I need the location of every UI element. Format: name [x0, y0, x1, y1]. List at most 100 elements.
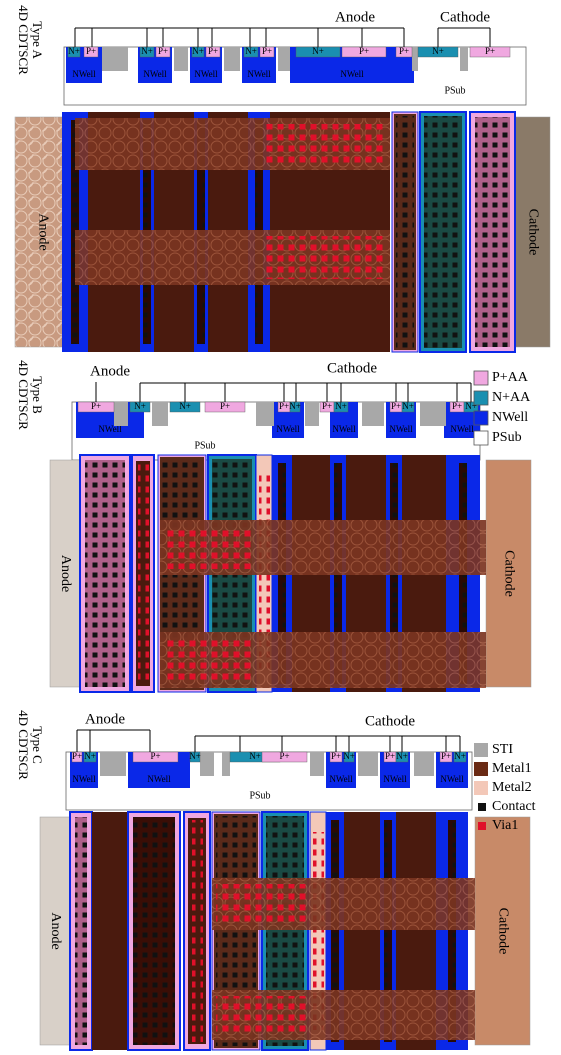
implant-label: P+: [158, 46, 168, 56]
legend-swatch: [474, 743, 488, 757]
via-array: [164, 638, 252, 682]
figure: 4D CDTSCRType APSubNWellNWellNWellNWellN…: [0, 0, 561, 1055]
legend-label: Metal2: [492, 780, 532, 795]
via-array: [262, 124, 386, 164]
legend-label: P+AA: [492, 370, 529, 385]
legend-label: Contact: [492, 799, 536, 814]
contacts: [133, 817, 175, 1045]
implant-label: P+: [72, 751, 82, 761]
nwell-label: NWell: [143, 69, 167, 79]
sti: [460, 47, 468, 71]
panel-title: Type B: [30, 376, 45, 414]
implant-label: P+: [441, 751, 451, 761]
implant-label: N+: [189, 751, 201, 761]
sti: [152, 402, 168, 426]
legend-swatch: [474, 781, 488, 795]
panel-title: 4D CDTSCR: [16, 710, 31, 780]
implant-label: N+: [192, 46, 204, 56]
nwell-label: NWell: [72, 69, 96, 79]
via-array: [216, 884, 306, 924]
sti: [278, 47, 290, 71]
vias: [192, 820, 203, 1042]
cathode-pad-label: Cathode: [525, 209, 540, 256]
implant-label: P+: [262, 46, 272, 56]
panel-title: Type A: [30, 21, 45, 59]
nwell-label: NWell: [389, 424, 413, 434]
implant-label: N+: [141, 46, 153, 56]
legend-swatch: [474, 411, 488, 425]
sti: [174, 47, 188, 71]
nwell-label: NWell: [440, 774, 464, 784]
legend-swatch: [474, 371, 488, 385]
psub-label: PSub: [194, 440, 215, 451]
implant-label: P+: [452, 401, 462, 411]
implant-label: P+: [359, 46, 369, 56]
cathode-label: Cathode: [327, 360, 377, 376]
anode-label: Anode: [85, 711, 125, 727]
psub-label: PSub: [444, 85, 465, 96]
nwell-label: NWell: [194, 69, 218, 79]
implant-label: N+: [245, 46, 257, 56]
implant-label: P+: [399, 46, 409, 56]
anode-pad-label: Anode: [58, 555, 73, 592]
sti: [102, 47, 128, 71]
contacts: [85, 460, 125, 687]
legend-label: NWell: [492, 410, 528, 425]
cathode-pad-label: Cathode: [495, 908, 510, 955]
sti: [224, 47, 240, 71]
via-array: [216, 996, 306, 1034]
cathode-label: Cathode: [365, 713, 415, 729]
via-array: [262, 236, 386, 279]
nwell-label: NWell: [276, 424, 300, 434]
panel-title: Type C: [30, 726, 45, 764]
implant-label: N+: [84, 751, 96, 761]
implant-label: N+: [402, 401, 414, 411]
implant-label: N+: [396, 751, 408, 761]
implant-label: N+: [432, 46, 444, 56]
sti: [358, 752, 378, 776]
sti: [114, 402, 128, 426]
nwell-label: NWell: [72, 774, 96, 784]
nwell-label: NWell: [332, 424, 356, 434]
implant-label: P+: [322, 401, 332, 411]
legend-swatch: [478, 803, 486, 811]
sti: [412, 47, 418, 71]
nwell-label: NWell: [247, 69, 271, 79]
implant-label: N+: [249, 751, 261, 761]
implant-label: P+: [279, 401, 289, 411]
legend-swatch: [478, 822, 486, 830]
sti: [100, 752, 126, 776]
anode-pad-label: Anode: [48, 912, 63, 949]
nwell-label: NWell: [329, 774, 353, 784]
implant-label: P+: [391, 401, 401, 411]
implant-label: P+: [279, 751, 289, 761]
legend-label: Via1: [492, 818, 518, 833]
implant-label: P+: [331, 751, 341, 761]
anode-label: Anode: [335, 9, 375, 25]
sti: [414, 752, 434, 776]
implant-label: P+: [91, 401, 101, 411]
via-array: [164, 526, 252, 569]
nwell-label: NWell: [450, 424, 474, 434]
panel-title: 4D CDTSCR: [16, 360, 31, 430]
cathode-label: Cathode: [440, 9, 490, 25]
implant-label: N+: [343, 751, 355, 761]
implant-label: N+: [68, 46, 80, 56]
sti: [420, 402, 446, 426]
sti: [310, 752, 324, 776]
implant-label: P+: [485, 46, 495, 56]
sti: [222, 752, 230, 776]
implant-label: P+: [150, 751, 160, 761]
implant-label: N+: [312, 46, 324, 56]
panel-title: 4D CDTSCR: [16, 5, 31, 75]
layout-m1: [92, 812, 128, 1050]
nwell-label: NWell: [383, 774, 407, 784]
implant-label: P+: [385, 751, 395, 761]
anode-label: Anode: [90, 363, 130, 379]
vias: [138, 463, 149, 684]
legend-swatch: [474, 391, 488, 405]
sti: [362, 402, 384, 426]
contacts: [75, 817, 87, 1045]
implant-label: N+: [134, 401, 146, 411]
implant-label: P+: [208, 46, 218, 56]
